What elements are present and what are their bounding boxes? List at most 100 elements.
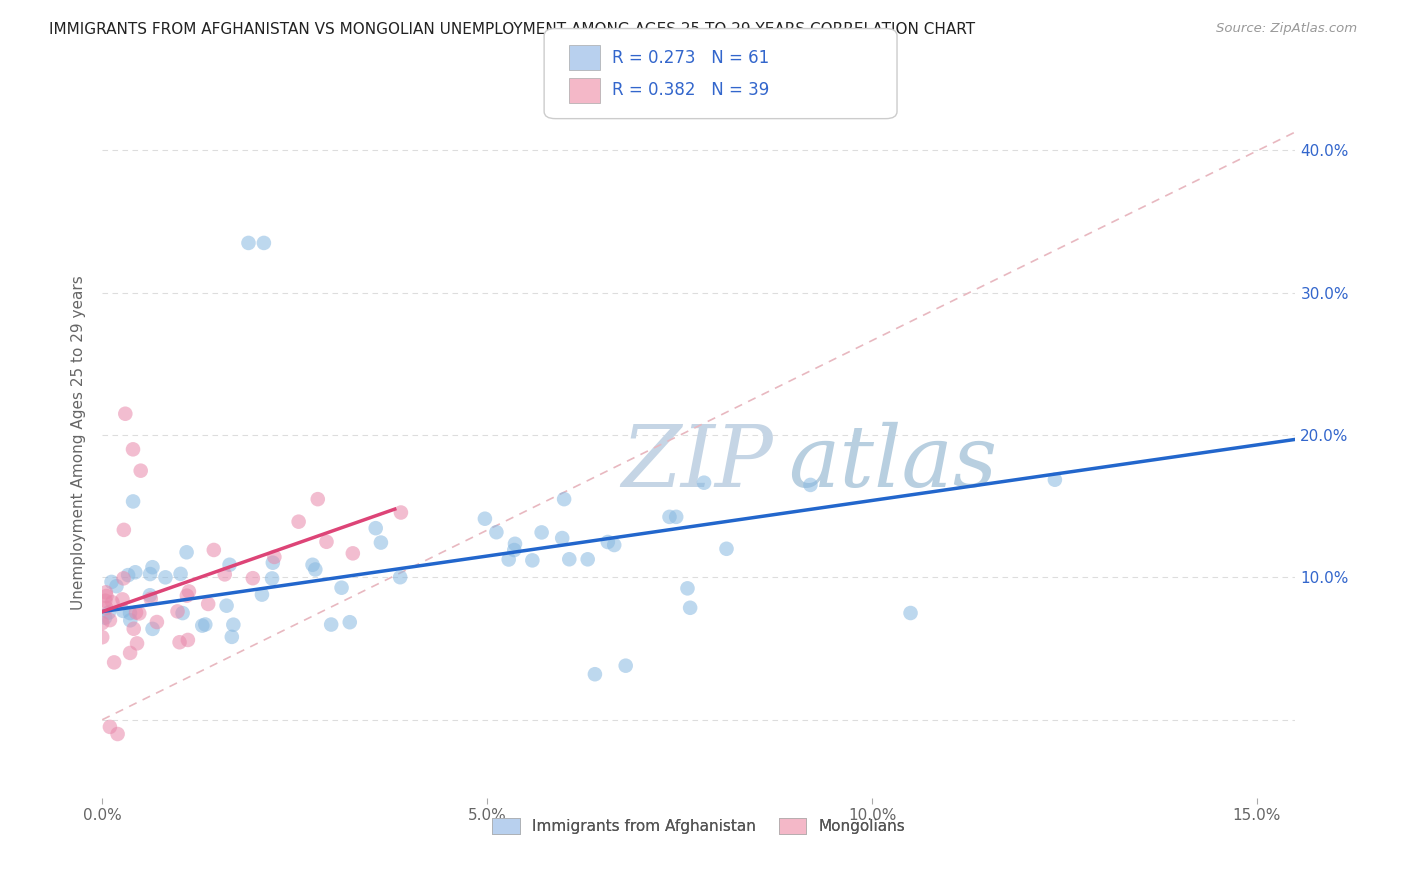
Point (503, 543, 526, 558)
Point (120, 613, 142, 627)
Point (122, 494, 145, 508)
Point (658, 509, 681, 524)
Point (679, 600, 702, 615)
Point (307, 492, 329, 507)
Text: R = 0.382   N = 39: R = 0.382 N = 39 (612, 81, 769, 99)
Point (122, 622, 145, 636)
Point (129, 464, 152, 478)
Point (530, 525, 553, 540)
Text: IMMIGRANTS FROM AFGHANISTAN VS MONGOLIAN UNEMPLOYMENT AMONG AGES 25 TO 29 YEARS : IMMIGRANTS FROM AFGHANISTAN VS MONGOLIAN… (49, 22, 976, 37)
Point (101, 595, 124, 609)
Point (553, 492, 575, 507)
Point (117, 568, 139, 582)
Point (262, 556, 284, 570)
Point (558, 552, 581, 566)
Point (96, 601, 118, 615)
Point (105, 579, 128, 593)
Point (339, 615, 361, 630)
Point (194, 617, 217, 632)
Point (112, 571, 135, 585)
Point (146, 615, 169, 629)
Point (120, 646, 142, 660)
Point (97, 606, 120, 620)
Point (287, 515, 309, 529)
Point (112, 604, 135, 618)
Point (100, 574, 122, 589)
Point (370, 535, 392, 549)
Point (576, 552, 599, 566)
Point (315, 534, 337, 549)
Point (665, 509, 688, 524)
Point (125, 606, 148, 620)
Point (176, 589, 198, 603)
Point (321, 617, 343, 632)
Point (96, 589, 118, 603)
Point (139, 567, 162, 582)
Point (596, 535, 619, 549)
Point (389, 506, 412, 520)
Point (111, 592, 134, 607)
Point (222, 617, 245, 632)
Point (603, 538, 626, 552)
Point (176, 545, 198, 559)
Point (98, 613, 121, 627)
Point (98, 720, 121, 734)
Point (91, 630, 114, 644)
Point (614, 658, 637, 673)
Point (304, 562, 326, 576)
Point (551, 531, 574, 545)
Point (221, 630, 243, 644)
Point (716, 541, 738, 556)
Point (218, 558, 240, 572)
Point (503, 537, 526, 551)
Point (118, 606, 141, 620)
Point (169, 635, 191, 649)
Point (103, 656, 125, 670)
Point (389, 570, 412, 584)
Text: Source: ZipAtlas.com: Source: ZipAtlas.com (1216, 22, 1357, 36)
Point (177, 584, 200, 599)
Point (799, 478, 821, 492)
Point (485, 525, 508, 540)
Point (342, 546, 364, 560)
Point (262, 571, 284, 585)
Point (112, 523, 135, 537)
Point (474, 512, 496, 526)
Point (263, 549, 285, 564)
Point (191, 618, 214, 632)
Point (238, 235, 260, 250)
Point (91, 615, 114, 630)
Point (1043, 473, 1066, 487)
Point (330, 581, 353, 595)
Text: ZIP: ZIP (621, 422, 773, 505)
Point (169, 566, 191, 581)
Point (250, 588, 273, 602)
Point (676, 582, 699, 596)
Point (253, 235, 276, 250)
Point (94, 610, 117, 624)
Text: R = 0.273   N = 61: R = 0.273 N = 61 (612, 49, 769, 67)
Point (364, 521, 387, 535)
Point (177, 632, 200, 647)
Point (301, 558, 323, 572)
Point (122, 442, 145, 457)
Point (155, 570, 177, 584)
Point (214, 567, 236, 582)
Point (242, 571, 264, 585)
Point (124, 566, 146, 580)
Text: atlas: atlas (789, 422, 997, 505)
Point (498, 552, 520, 566)
Point (900, 606, 922, 620)
Point (166, 604, 188, 618)
Point (107, 727, 129, 741)
Point (215, 599, 238, 613)
Point (693, 475, 716, 490)
Point (172, 606, 194, 620)
Point (522, 553, 544, 567)
Point (114, 407, 136, 421)
Point (141, 560, 163, 574)
Point (583, 667, 606, 681)
Point (125, 636, 148, 650)
Point (94, 593, 117, 607)
Point (94, 585, 117, 599)
